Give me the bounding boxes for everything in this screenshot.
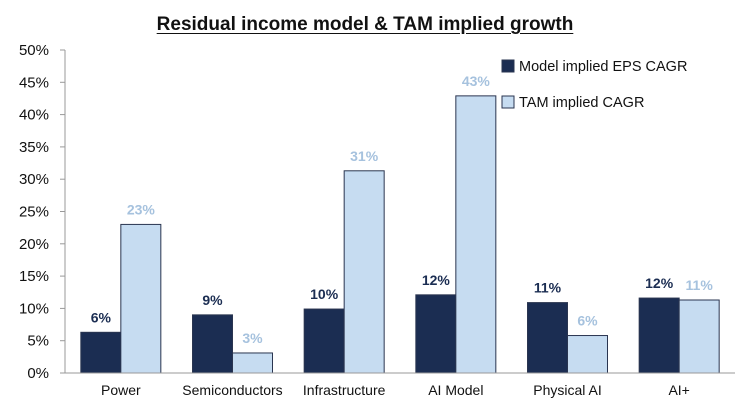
y-tick-label: 15% bbox=[19, 268, 49, 285]
chart-title: Residual income model & TAM implied grow… bbox=[156, 14, 574, 35]
x-category-label: AI+ bbox=[668, 382, 689, 398]
y-tick-label: 35% bbox=[19, 139, 49, 156]
bar-tam-cagr bbox=[343, 170, 385, 374]
bar-eps-cagr bbox=[80, 331, 122, 374]
bar-eps-cagr bbox=[192, 314, 233, 374]
y-tick-label: 20% bbox=[19, 236, 49, 253]
y-tick-label: 25% bbox=[19, 204, 49, 221]
bar-eps-cagr bbox=[415, 294, 457, 374]
bar-tam-cagr bbox=[232, 352, 273, 374]
data-label-eps: 12% bbox=[422, 272, 451, 288]
bar-eps-cagr bbox=[527, 302, 568, 374]
data-label-tam: 11% bbox=[686, 277, 714, 293]
data-label-eps: 11% bbox=[534, 280, 562, 296]
x-category-label: Physical AI bbox=[533, 382, 601, 398]
legend-label: TAM implied CAGR bbox=[519, 95, 644, 111]
y-tick-label: 45% bbox=[19, 74, 49, 91]
x-category-label: Semiconductors bbox=[182, 382, 282, 398]
data-label-eps: 10% bbox=[310, 286, 339, 302]
legend-swatch bbox=[501, 59, 515, 73]
bar-eps-cagr bbox=[638, 297, 680, 374]
data-label-tam: 6% bbox=[577, 313, 598, 329]
legend-swatch bbox=[501, 95, 515, 109]
y-tick-label: 40% bbox=[19, 107, 49, 124]
bar-tam-cagr bbox=[567, 335, 608, 374]
x-category-label: Infrastructure bbox=[303, 382, 386, 398]
y-tick-label: 30% bbox=[19, 171, 49, 188]
y-tick-label: 0% bbox=[27, 365, 49, 382]
y-tick-label: 10% bbox=[19, 300, 49, 317]
x-category-label: AI Model bbox=[428, 382, 483, 398]
data-label-tam: 3% bbox=[242, 330, 263, 346]
bar-tam-cagr bbox=[455, 95, 497, 374]
data-label-tam: 31% bbox=[350, 148, 379, 164]
x-category-label: Power bbox=[101, 382, 141, 398]
data-label-tam: 43% bbox=[462, 73, 491, 89]
data-label-eps: 9% bbox=[202, 292, 223, 308]
bar-tam-cagr bbox=[678, 299, 720, 374]
bar-tam-cagr bbox=[120, 223, 162, 374]
data-label-tam: 23% bbox=[127, 201, 156, 217]
bar-eps-cagr bbox=[303, 308, 345, 374]
legend-label: Model implied EPS CAGR bbox=[519, 59, 687, 75]
y-tick-label: 50% bbox=[19, 42, 49, 59]
y-tick-label: 5% bbox=[27, 333, 49, 350]
data-label-eps: 6% bbox=[91, 309, 112, 325]
data-label-eps: 12% bbox=[645, 275, 674, 291]
